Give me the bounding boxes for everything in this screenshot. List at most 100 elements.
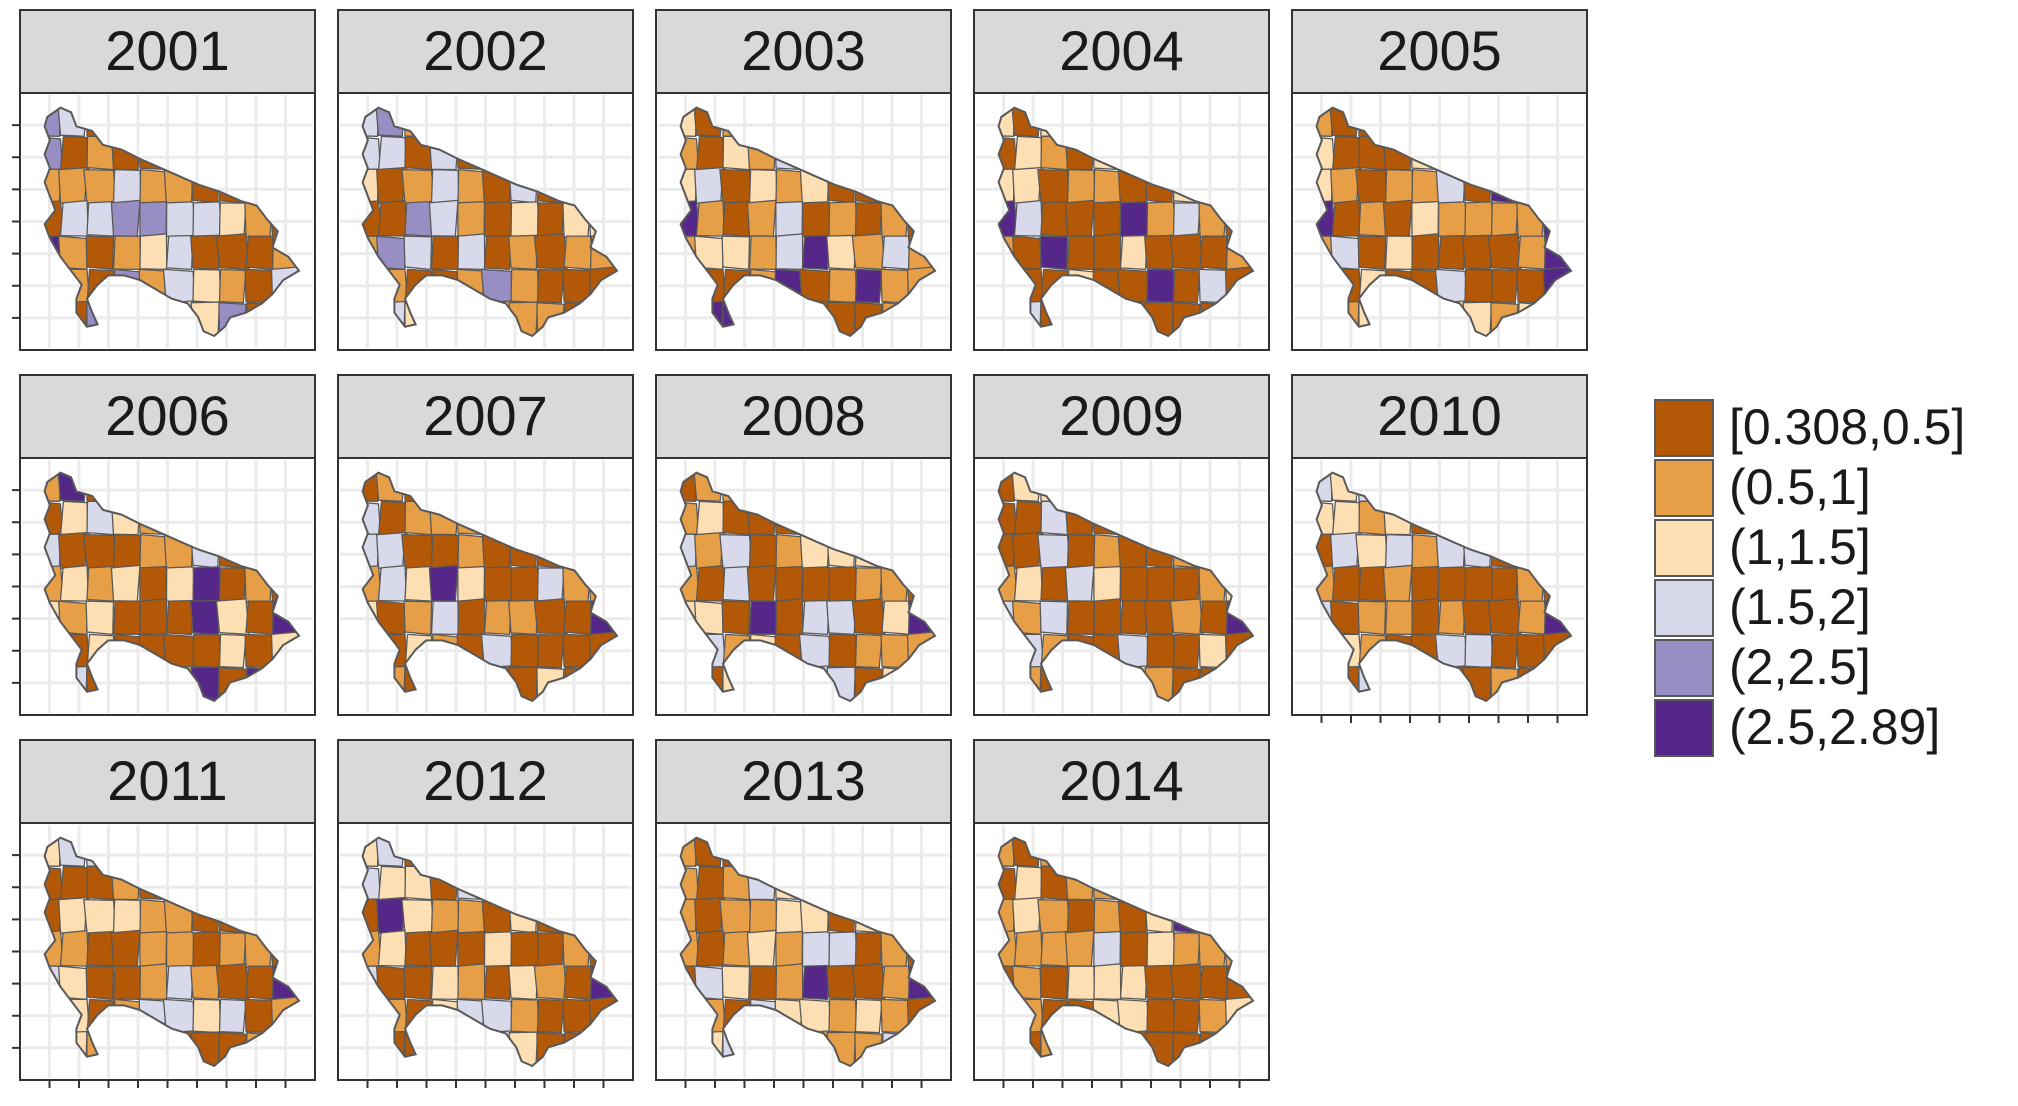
district bbox=[86, 930, 116, 967]
district bbox=[881, 235, 912, 271]
district bbox=[1064, 929, 1095, 967]
district bbox=[1357, 235, 1387, 271]
district bbox=[1040, 930, 1070, 967]
district bbox=[1119, 931, 1151, 968]
district bbox=[694, 896, 724, 935]
facet-strip-label: 2007 bbox=[423, 384, 548, 447]
district bbox=[483, 566, 515, 603]
district bbox=[775, 565, 804, 605]
facet-strip-label: 2005 bbox=[1377, 19, 1502, 82]
y-axis-ticks bbox=[12, 124, 20, 319]
district bbox=[828, 998, 858, 1034]
district bbox=[1464, 201, 1495, 239]
district bbox=[1411, 598, 1440, 636]
district bbox=[1144, 599, 1175, 636]
district bbox=[1172, 202, 1201, 238]
district bbox=[695, 135, 726, 172]
district bbox=[192, 201, 223, 239]
district bbox=[192, 633, 222, 669]
district bbox=[165, 931, 197, 968]
district bbox=[1012, 166, 1042, 205]
district bbox=[59, 564, 90, 602]
district bbox=[1464, 268, 1494, 304]
district bbox=[215, 963, 250, 1001]
district bbox=[377, 865, 408, 902]
facet-panel-2014: 2014 bbox=[973, 739, 1270, 1088]
district bbox=[58, 166, 88, 205]
district bbox=[483, 599, 512, 636]
district bbox=[748, 168, 779, 205]
district bbox=[536, 268, 565, 304]
district bbox=[719, 898, 753, 935]
district bbox=[1487, 598, 1522, 636]
district bbox=[377, 564, 408, 602]
district bbox=[826, 599, 857, 636]
district bbox=[1146, 268, 1176, 304]
district bbox=[218, 268, 247, 304]
legend-label: (2.5,2.89] bbox=[1729, 699, 1940, 755]
facet-strip bbox=[973, 739, 1270, 824]
district bbox=[1464, 566, 1495, 604]
district bbox=[1487, 233, 1522, 271]
district bbox=[1437, 599, 1466, 636]
district bbox=[190, 964, 221, 1001]
district bbox=[1172, 932, 1201, 968]
district bbox=[192, 268, 222, 304]
state-outline bbox=[43, 106, 301, 338]
district bbox=[190, 599, 221, 636]
district bbox=[1146, 201, 1177, 239]
district bbox=[59, 929, 90, 967]
district bbox=[1382, 199, 1413, 237]
district bbox=[694, 166, 724, 205]
district bbox=[828, 633, 858, 669]
district bbox=[1411, 200, 1440, 240]
x-axis-ticks bbox=[1320, 715, 1559, 723]
district bbox=[854, 268, 883, 304]
district bbox=[1199, 600, 1230, 636]
district bbox=[112, 898, 143, 935]
district bbox=[377, 135, 408, 172]
x-axis-ticks bbox=[1002, 1080, 1241, 1088]
district bbox=[748, 235, 778, 271]
district bbox=[801, 201, 833, 238]
facet-panel-2010: 2010 bbox=[1291, 374, 1588, 723]
facet-strip-label: 2009 bbox=[1059, 384, 1184, 447]
district bbox=[536, 567, 565, 603]
district bbox=[722, 565, 752, 602]
district bbox=[510, 998, 540, 1034]
district bbox=[1462, 234, 1493, 271]
district bbox=[483, 234, 512, 271]
district bbox=[218, 567, 247, 603]
district bbox=[1490, 633, 1519, 669]
district bbox=[748, 898, 779, 935]
district bbox=[826, 234, 857, 271]
district bbox=[245, 600, 276, 636]
facet-strip bbox=[655, 374, 952, 459]
district bbox=[377, 929, 408, 967]
district bbox=[695, 500, 726, 537]
district bbox=[457, 598, 486, 636]
district bbox=[694, 531, 724, 570]
facet-strip bbox=[1291, 374, 1588, 459]
district bbox=[536, 932, 565, 968]
district bbox=[192, 998, 222, 1034]
district bbox=[1144, 964, 1175, 1001]
district bbox=[1119, 599, 1148, 636]
legend-key bbox=[1654, 579, 1714, 637]
district bbox=[533, 233, 568, 271]
district bbox=[1411, 233, 1440, 271]
district bbox=[218, 998, 247, 1034]
facet-strip bbox=[19, 374, 316, 459]
district bbox=[430, 600, 460, 636]
facet-panel-2007: 2007 bbox=[337, 374, 634, 716]
state-outline bbox=[997, 106, 1255, 338]
district bbox=[510, 268, 540, 304]
district bbox=[1358, 565, 1388, 602]
district bbox=[1331, 135, 1362, 172]
district bbox=[58, 896, 88, 935]
district bbox=[483, 964, 512, 1001]
facet-panel-2012: 2012 bbox=[337, 739, 634, 1088]
district bbox=[801, 234, 830, 271]
district bbox=[1172, 268, 1201, 304]
district bbox=[801, 931, 833, 968]
